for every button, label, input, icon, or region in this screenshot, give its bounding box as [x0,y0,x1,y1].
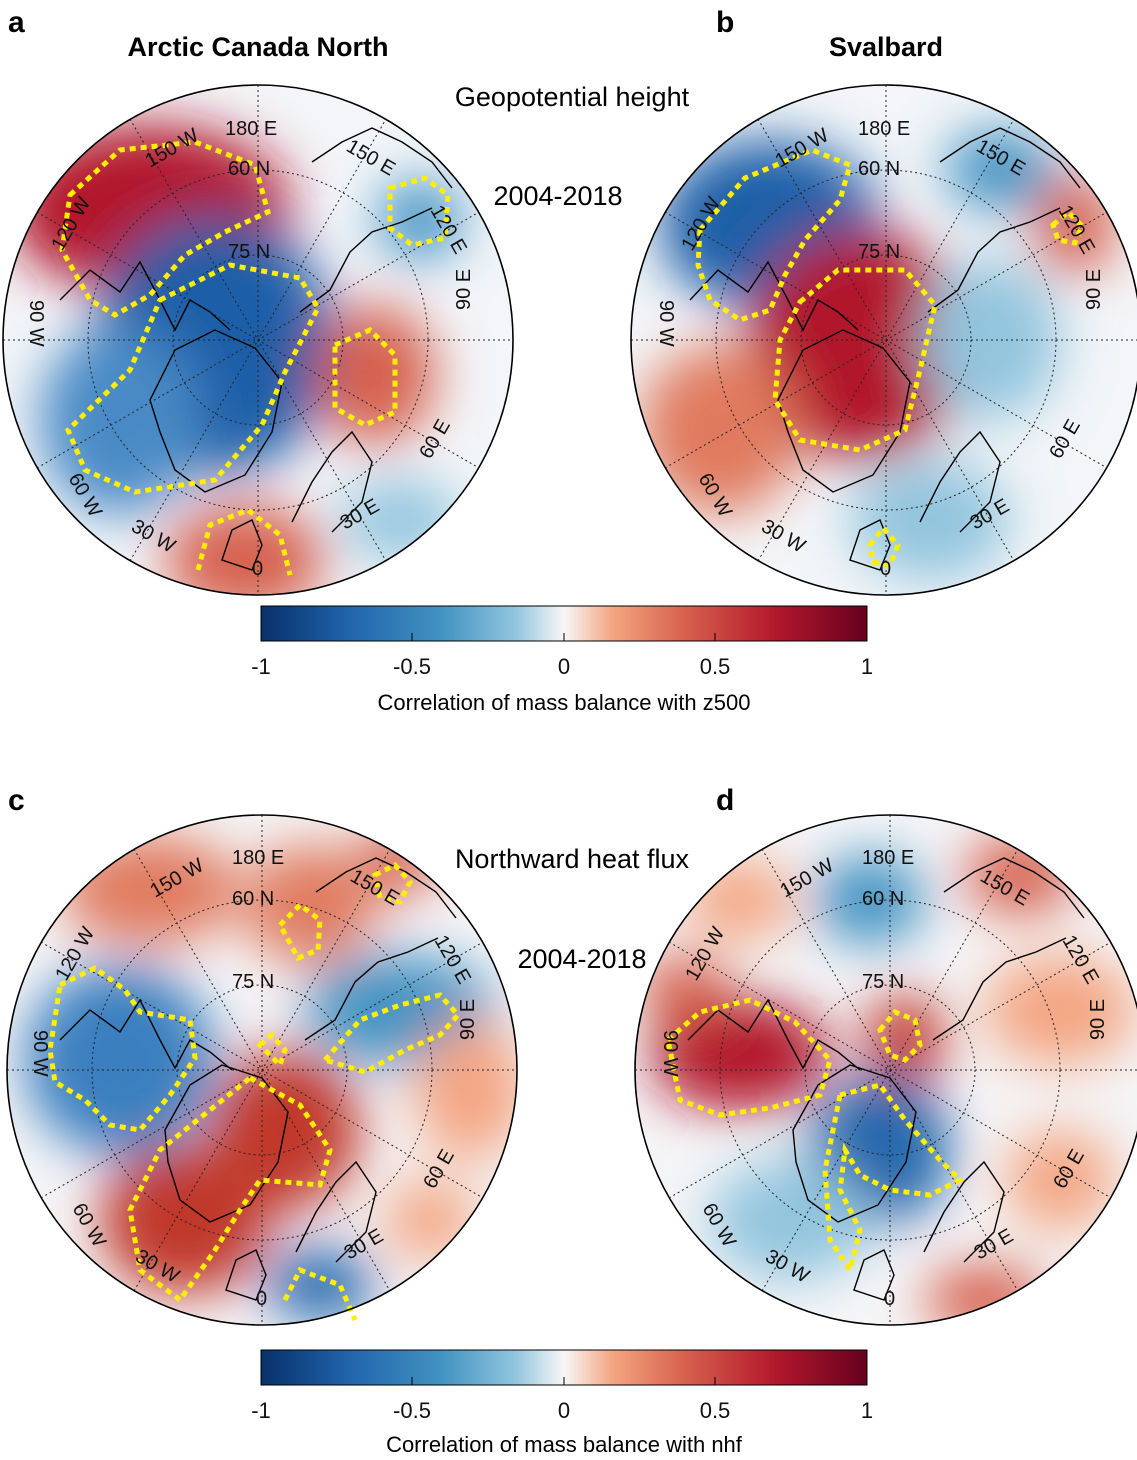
colorbar-nhf: -1 -0.5 0 0.5 1 Correlation of mass bala… [251,1349,873,1457]
panel-a-grid [3,85,513,595]
panel-letter: a [8,6,25,39]
period-label: 2004-2018 [493,181,622,211]
panel-a-significance-contours [59,139,451,576]
label-0: 0 [256,1288,267,1310]
colorbar-tick: -0.5 [393,1398,431,1423]
label-90w: 90 W [29,1030,51,1077]
label-0: 0 [884,1288,895,1310]
panel-title: Svalbard [829,32,943,62]
panel-d-grid [635,815,1137,1325]
panel-b: 180 E 150 W 120 W 90 W 60 W 30 W 0 30 E … [630,6,1137,596]
colorbar-tick: -1 [251,654,271,679]
panel-a: 180 E 150 W 120 W 90 W 60 W 30 W 0 30 E … [2,6,514,596]
panel-c: 180 E 150 W 120 W 90 W 60 W 30 W 0 30 E … [6,784,518,1326]
colorbar-tick: -1 [251,1398,271,1423]
panel-title: Arctic Canada North [127,32,388,62]
colorbar-tick: 0 [558,1398,570,1423]
label-60n: 60 N [228,158,270,180]
colorbar-tick: 0 [558,654,570,679]
colorbar-z500: -1 -0.5 0 0.5 1 Correlation of mass bala… [251,605,873,715]
section-title: Northward heat flux [455,844,690,874]
colorbar-label: Correlation of mass balance with z500 [378,690,751,715]
label-75n: 75 N [228,241,270,263]
panel-letter: d [716,784,734,817]
label-0: 0 [880,558,891,580]
label-90e: 90 E [1083,269,1105,310]
label-0: 0 [252,558,263,580]
panel-c-grid [7,815,517,1325]
label-60n: 60 N [862,888,904,910]
label-180e: 180 E [862,847,914,869]
panel-c-coastlines [59,857,457,1301]
label-180e: 180 E [225,118,277,140]
panel-letter: c [8,784,25,817]
label-75n: 75 N [862,971,904,993]
period-label: 2004-2018 [517,944,646,974]
label-90e: 90 E [457,999,479,1040]
colorbar-label: Correlation of mass balance with nhf [386,1432,743,1457]
label-180e: 180 E [232,847,284,869]
label-90w: 90 W [659,1030,681,1077]
label-90e: 90 E [453,269,475,310]
panel-b-coastlines [689,127,1081,571]
colorbar-tick: 1 [861,1398,873,1423]
panel-d-frame [634,814,1137,1326]
colorbar-tick: 0.5 [700,1398,731,1423]
panel-b-frame [630,84,1137,596]
label-90w: 90 W [655,300,677,347]
label-75n: 75 N [858,241,900,263]
panel-d-significance-contours [665,997,965,1277]
panel-letter: b [716,6,734,39]
label-90e: 90 E [1087,999,1109,1040]
colorbar-tick: -0.5 [393,654,431,679]
panel-b-grid [631,85,1137,595]
panel-b-significance-contours [695,147,1085,568]
label-90w: 90 W [25,300,47,347]
label-75n: 75 N [232,971,274,993]
label-180e: 180 E [858,118,910,140]
panel-c-significance-contours [47,861,462,1321]
label-60n: 60 N [232,888,274,910]
label-60n: 60 N [858,158,900,180]
panel-a-frame [2,84,514,596]
panel-a-coastlines [59,127,453,571]
panel-d: 180 E 150 W 120 W 90 W 60 W 30 W 0 30 E … [634,784,1137,1326]
panel-d-coastlines [687,857,1085,1301]
colorbar-tick: 0.5 [700,654,731,679]
colorbar-tick: 1 [861,654,873,679]
panel-c-frame [6,814,518,1326]
section-title: Geopotential height [455,82,690,112]
